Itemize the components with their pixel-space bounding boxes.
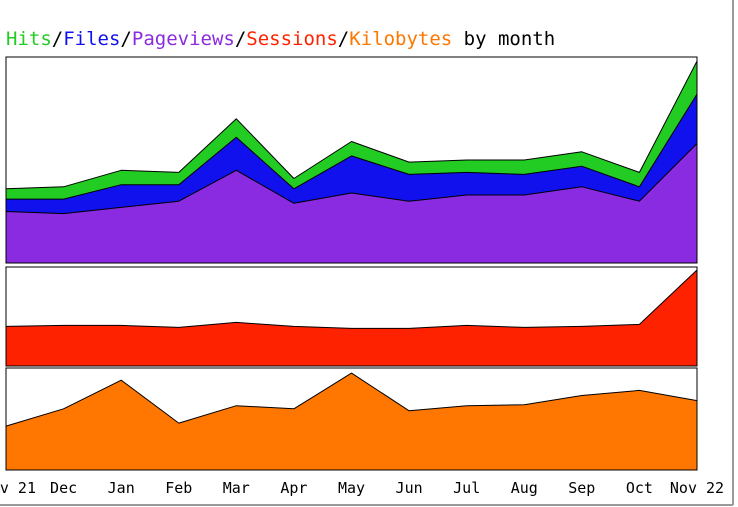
x-tick-label: Nov 22 xyxy=(670,479,724,497)
x-tick-label: Jun xyxy=(396,479,423,497)
title-suffix: by month xyxy=(463,28,556,50)
x-tick-label: Dec xyxy=(50,479,77,497)
area-kilobytes xyxy=(5,372,698,471)
x-tick-label: Mar xyxy=(223,479,250,497)
title-hits: Hits xyxy=(6,28,52,50)
title-kilobytes: Kilobytes xyxy=(349,28,453,50)
area-layers xyxy=(5,60,698,471)
area-pageviews xyxy=(5,143,698,264)
panel-border-middle xyxy=(5,266,698,367)
title-pageviews: Pageviews xyxy=(131,28,235,50)
x-tick-label: May xyxy=(338,479,365,497)
x-tick-label: Oct xyxy=(626,479,653,497)
x-tick-label: Feb xyxy=(165,479,192,497)
title-files: Files xyxy=(63,28,121,50)
x-tick-label: Jul xyxy=(453,479,480,497)
panel-borders xyxy=(5,56,698,471)
title-sessions: Sessions xyxy=(246,28,338,50)
x-tick-label: Nov 21 xyxy=(0,479,36,497)
panel-border-bottom xyxy=(5,367,698,471)
area-sessions xyxy=(5,269,698,367)
x-tick-label: Sep xyxy=(568,479,595,497)
x-tick-labels: Nov 21 Dec Jan Feb Mar Apr May Jun Jul Aug Sep Oct N… xyxy=(0,479,724,497)
x-tick-label: Aug xyxy=(511,479,538,497)
x-tick-label: Apr xyxy=(280,479,307,497)
chart-title: Hits/Files/Pageviews/Sessions/Kilobytes … xyxy=(6,28,556,50)
panel-border-top xyxy=(5,56,698,264)
x-tick-label: Jan xyxy=(108,479,135,497)
